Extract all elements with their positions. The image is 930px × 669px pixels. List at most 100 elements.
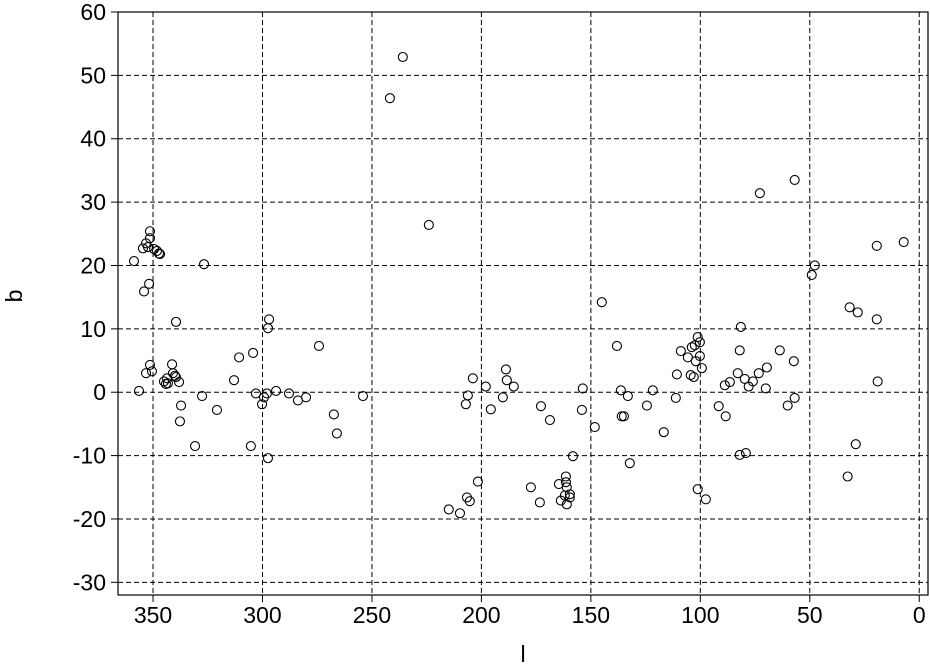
point [262,323,274,334]
point [313,340,325,352]
point [564,492,575,503]
point [564,489,575,500]
point [151,245,163,256]
point [692,484,703,495]
point [596,297,607,308]
point [137,243,149,254]
point [753,368,764,379]
point [443,504,454,515]
point [264,314,275,325]
point [262,453,274,464]
point [144,226,156,237]
point [694,351,705,362]
x-tick-label: 200 [462,602,500,628]
x-tick-label: 350 [134,602,172,628]
point [248,347,259,358]
point [688,371,699,383]
point [850,439,861,450]
point [167,359,178,370]
point [328,409,339,420]
point [480,381,491,392]
x-tick-label: 100 [681,602,719,628]
point [472,476,483,487]
y-tick-label: 50 [80,62,106,88]
point [250,388,261,399]
point [501,375,512,386]
point [747,376,758,387]
y-tick-label: -20 [73,506,106,532]
point [170,371,182,383]
point [589,422,600,433]
point [682,352,693,363]
point [611,340,622,352]
point [271,385,282,397]
point [140,368,152,379]
point [146,366,157,377]
point [720,411,731,422]
y-tick-label: 10 [80,316,106,342]
point [234,352,245,363]
point [139,286,150,297]
point [144,278,155,289]
point [561,499,572,510]
point [692,332,703,343]
point [734,345,745,356]
point [740,448,751,459]
point [576,404,587,416]
point [500,364,511,375]
point [670,392,681,403]
point [454,508,466,519]
point [508,381,519,392]
point [624,458,635,469]
point [713,401,724,412]
point [561,482,572,493]
y-tick-label: 0 [93,379,106,405]
point [809,260,820,271]
point [211,404,223,416]
point [245,441,256,452]
point [724,377,735,388]
point [462,390,473,401]
plot-frame [117,11,929,596]
point [560,477,571,488]
point [641,400,652,411]
point [696,363,707,374]
point [686,342,697,353]
point [485,404,496,415]
point [175,400,187,411]
point [788,356,799,367]
point [567,451,578,462]
point [774,345,785,356]
point [467,373,478,384]
x-tick-label: 250 [353,602,391,628]
point [497,392,508,403]
point [616,411,627,422]
point [700,494,711,505]
point [647,385,658,396]
point [761,362,772,373]
point [871,240,882,251]
x-axis-label: l [520,641,525,667]
point [397,51,408,63]
point [671,369,682,380]
y-tick-label: -30 [73,569,106,595]
point [228,375,240,386]
point [898,236,909,248]
point [133,385,145,397]
point [261,388,272,399]
point [852,307,863,318]
point [525,482,536,493]
y-tick-label: 30 [80,189,106,215]
point [735,321,746,332]
point [357,390,369,402]
point [256,399,268,410]
point [577,383,588,394]
point [142,242,154,253]
point [844,302,855,313]
point [734,449,745,461]
point [128,255,140,267]
x-tick-label: 300 [243,602,281,628]
point [460,399,471,410]
point [144,359,156,371]
